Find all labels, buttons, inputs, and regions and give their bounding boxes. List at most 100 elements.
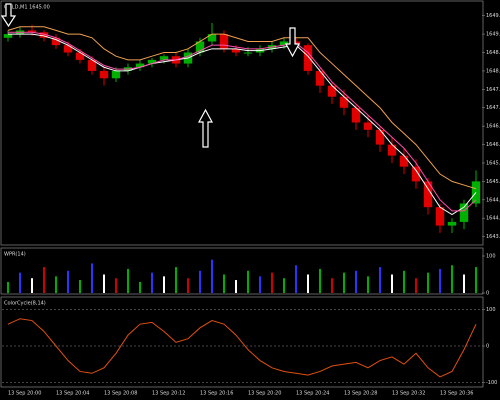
candle-body (207, 34, 217, 42)
bar (475, 267, 477, 293)
x-tick-label: 13 Sep 20:36 (440, 391, 473, 397)
bar (19, 272, 21, 293)
bar (259, 276, 261, 293)
x-tick-label: 13 Sep 20:04 (56, 391, 89, 397)
candle-body (363, 122, 373, 130)
bar (115, 278, 117, 293)
arrow-up (197, 108, 214, 148)
bar (55, 276, 57, 293)
y-tick-label: 1644.0 (486, 216, 500, 222)
x-tick-label: 13 Sep 20:00 (8, 391, 41, 397)
bar (283, 278, 285, 293)
moving-average (7, 26, 477, 190)
y-tick-label: 100 (486, 307, 496, 313)
x-tick-label: 13 Sep 20:24 (296, 391, 329, 397)
candle-body (327, 85, 337, 97)
candle-body (159, 56, 169, 60)
bar (415, 278, 417, 293)
candle-body (3, 34, 13, 38)
main-panel (0, 0, 484, 246)
bar (379, 267, 381, 293)
y-tick-label: 1647.0 (486, 105, 500, 111)
candle-body (39, 32, 49, 38)
candle-body (303, 45, 313, 71)
y-tick-label: -100 (486, 380, 497, 386)
bar (319, 268, 321, 293)
bar (271, 272, 273, 293)
bar (175, 267, 177, 293)
candle-body (231, 48, 241, 53)
y-tick-label: 1649.5 (486, 13, 500, 19)
bar (355, 270, 357, 293)
bar (79, 280, 81, 293)
bar (343, 272, 345, 293)
candle-body (339, 96, 349, 108)
wpr-panel (0, 247, 484, 295)
candle-body (399, 155, 409, 167)
y-tick-label: 1646.0 (486, 142, 500, 148)
panel-title: WPR(14) (4, 252, 26, 258)
candle-body (447, 221, 457, 226)
y-tick-label: 1645.0 (486, 179, 500, 185)
bar (403, 270, 405, 293)
candle-body (243, 52, 253, 54)
y-tick-label: 100 (486, 254, 496, 260)
candle-body (411, 166, 421, 182)
y-tick-label: 1644.5 (486, 197, 500, 203)
bar (199, 270, 201, 293)
marks: 1643.5 1644.0 1644.5 1645.0 1645.5 1646.0 1646… (2, 13, 500, 397)
oscillator-panel (0, 296, 484, 388)
bar (223, 274, 225, 293)
x-tick-label: 13 Sep 20:08 (104, 391, 137, 397)
bar (307, 274, 309, 293)
bar (31, 278, 33, 293)
candle-body (111, 70, 121, 79)
candle-body (375, 129, 385, 145)
y-tick-label: 1647.5 (486, 87, 500, 93)
bar (163, 276, 165, 293)
bar (331, 278, 333, 293)
bar (43, 267, 45, 293)
oscillator-line (7, 318, 477, 378)
candle-body (75, 52, 85, 60)
y-tick-label: 1648.5 (486, 50, 500, 56)
bar (427, 272, 429, 293)
bar (139, 281, 141, 293)
candle-body (99, 70, 109, 79)
arrow-down (0, 3, 17, 28)
candle-body (27, 30, 37, 33)
candle-body (351, 107, 361, 123)
bar (451, 265, 453, 293)
candle-body (279, 41, 289, 46)
y-tick-label: 0 (486, 291, 489, 297)
bar (103, 274, 105, 293)
bar (391, 274, 393, 293)
x-tick-label: 13 Sep 20:32 (392, 391, 425, 397)
arrow-down (284, 27, 301, 58)
y-tick-label: 1649.0 (486, 32, 500, 38)
bar (67, 270, 69, 293)
moving-average (8, 33, 477, 216)
bar (235, 280, 237, 293)
candle-body (87, 59, 97, 71)
candle-body (423, 181, 433, 208)
y-tick-label: 1643.5 (486, 234, 500, 240)
bar (7, 281, 9, 293)
x-tick-label: 13 Sep 20:20 (248, 391, 281, 397)
bar (247, 270, 249, 293)
y-tick-label: 0 (486, 344, 489, 350)
candle-body (459, 203, 469, 222)
x-tick-label: 13 Sep 20:16 (200, 391, 233, 397)
bar (211, 259, 213, 293)
candle-body (51, 37, 61, 46)
bar (187, 278, 189, 293)
x-tick-label: 13 Sep 20:12 (152, 391, 185, 397)
candle-body (219, 34, 229, 49)
bar (463, 274, 465, 293)
y-tick-label: 1645.5 (486, 160, 500, 166)
candle-body (195, 41, 205, 53)
bar (127, 268, 129, 293)
moving-average (8, 31, 477, 212)
candle-body (135, 63, 145, 68)
